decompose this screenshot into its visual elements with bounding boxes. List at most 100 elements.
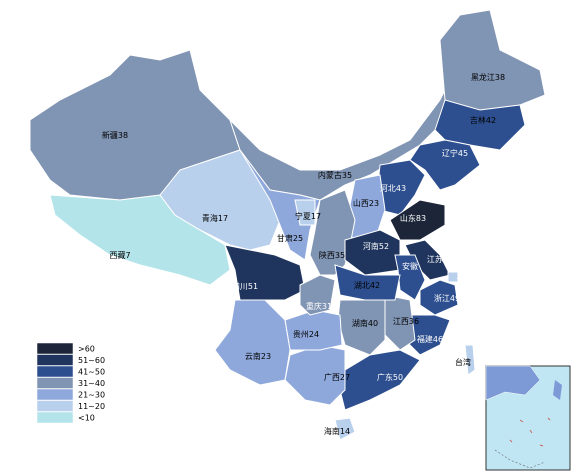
- province-value: 24: [309, 330, 319, 339]
- province: [409, 139, 481, 191]
- province-label: 黑龙江38: [471, 72, 505, 82]
- province: [447, 271, 459, 283]
- province-value: 23: [369, 199, 379, 208]
- province-value: 23: [261, 352, 271, 361]
- province-label: 河北43: [380, 183, 406, 193]
- province-value: 14: [340, 427, 350, 436]
- legend-label: <10: [78, 414, 95, 423]
- province-label: 海南14: [324, 426, 350, 436]
- province-name: 台湾: [455, 357, 471, 367]
- province-name: 新疆: [102, 130, 118, 140]
- province-name: 浙江: [434, 293, 450, 303]
- province-value: 51: [248, 282, 258, 291]
- province-label: 重庆31: [306, 301, 332, 311]
- legend-swatch: [36, 388, 74, 401]
- province-name: 吉林: [470, 115, 486, 125]
- legend-swatch: [36, 377, 74, 389]
- province-name: 重庆: [306, 301, 322, 311]
- province-value: 83: [416, 214, 426, 223]
- province-name: 广西: [324, 372, 340, 382]
- province-name: 陕西: [319, 250, 335, 260]
- province-name: 山西: [353, 198, 369, 208]
- legend-swatch: [36, 354, 74, 366]
- province-label: 安徽: [402, 261, 418, 271]
- legend-label: 51~60: [78, 356, 105, 365]
- province-name: 辽宁: [442, 148, 458, 158]
- province-name: 黑龙江: [471, 72, 495, 82]
- province-label: 宁夏17: [295, 211, 321, 221]
- province-label: 台湾: [455, 357, 471, 367]
- province-name: 山东: [400, 213, 416, 223]
- province-label: 新疆38: [102, 130, 128, 140]
- province: [339, 349, 421, 411]
- province-label: 青海17: [202, 213, 228, 223]
- province-value: 27: [340, 373, 350, 382]
- province: [337, 299, 386, 356]
- province-label: 内蒙古35: [318, 170, 352, 180]
- province-label: 云南23: [245, 351, 271, 361]
- province-value: 17: [311, 212, 321, 221]
- province-label: 广东50: [377, 372, 403, 382]
- legend-label: 11~20: [78, 402, 105, 411]
- province-value: 50: [393, 373, 403, 382]
- province-label: 福建46: [417, 334, 443, 344]
- province: [394, 254, 426, 301]
- province: [224, 244, 306, 301]
- province-name: 内蒙古: [318, 170, 342, 180]
- province-value: 49: [450, 294, 460, 303]
- province-label: 18: [456, 277, 466, 286]
- province-label: 浙江49: [434, 293, 460, 303]
- province-name: 河南: [363, 241, 379, 251]
- province-label: 陕西35: [319, 250, 345, 260]
- province-value: 38: [118, 131, 128, 140]
- legend-label: 31~40: [78, 379, 105, 388]
- province-name: 湖北: [354, 281, 370, 290]
- province: [294, 199, 316, 226]
- province: [334, 417, 356, 441]
- province-label: 辽宁45: [442, 148, 468, 158]
- province: [434, 99, 526, 151]
- province-value: 18: [456, 277, 466, 286]
- province-label: 广西27: [324, 372, 350, 382]
- province-value: 46: [433, 335, 443, 344]
- province: [334, 264, 401, 301]
- province-label: 湖北42: [354, 281, 380, 290]
- province-label: 江西36: [393, 317, 419, 326]
- province-label: 甘肃25: [277, 233, 303, 243]
- province-label: 西藏7: [109, 250, 130, 260]
- province-label: 四川51: [232, 282, 258, 291]
- province: [419, 279, 459, 316]
- province-label: 湖南40: [352, 318, 378, 328]
- province-value: 31: [322, 302, 332, 311]
- province-name: 云南: [245, 351, 261, 361]
- province-name: 四川: [232, 282, 248, 291]
- province-name: 贵州: [293, 329, 309, 339]
- province-name: 西藏: [109, 250, 125, 260]
- province-value: 42: [486, 116, 496, 125]
- province-value: 38: [495, 73, 505, 82]
- province-value: 36: [409, 317, 419, 326]
- province-value: 42: [370, 281, 380, 290]
- province-value: 51: [443, 255, 453, 264]
- province: [464, 344, 476, 376]
- province-name: 广东: [377, 372, 393, 382]
- province-name: 江西: [393, 317, 409, 326]
- province-label: 河南52: [363, 241, 389, 251]
- legend-swatch: [36, 411, 74, 424]
- province-name: 甘肃: [277, 233, 293, 243]
- province-value: 25: [293, 234, 303, 243]
- province-label: 江苏51: [427, 254, 453, 264]
- province: [299, 274, 336, 316]
- legend-label: >60: [78, 345, 95, 354]
- province-value: 40: [368, 319, 378, 328]
- south-china-sea-inset: [485, 365, 571, 471]
- province-name: 青海: [202, 213, 218, 223]
- province-name: 江苏: [427, 254, 443, 264]
- province-value: 35: [342, 171, 352, 180]
- legend-swatch: [36, 342, 74, 355]
- province-name: 海南: [324, 426, 340, 436]
- province-value: 52: [379, 242, 389, 251]
- province-value: 17: [218, 214, 228, 223]
- province-value: 43: [396, 184, 406, 193]
